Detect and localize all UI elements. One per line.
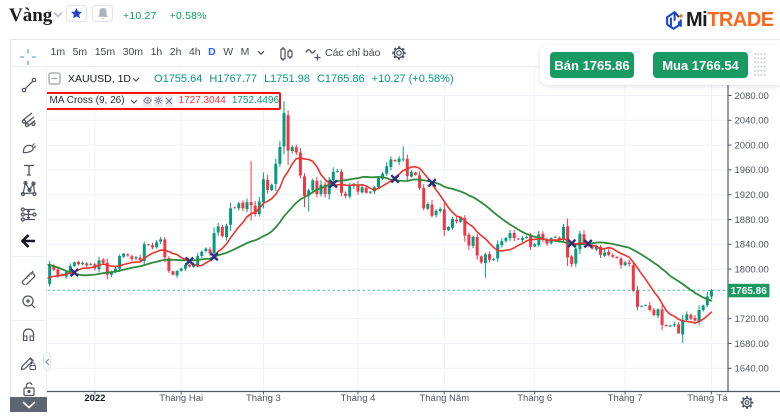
svg-text:1960.00: 1960.00	[735, 165, 769, 176]
svg-text:2040.00: 2040.00	[735, 116, 769, 127]
svg-text:2022: 2022	[84, 393, 105, 404]
svg-text:1680.00: 1680.00	[735, 339, 769, 350]
svg-text:1640.00: 1640.00	[735, 364, 769, 375]
svg-text:1920.00: 1920.00	[735, 190, 769, 201]
svg-text:1765.86: 1765.86	[731, 286, 768, 297]
svg-text:1840.00: 1840.00	[735, 240, 769, 251]
svg-text:Tháng Tám: Tháng Tám	[687, 393, 735, 404]
svg-text:Tháng 3: Tháng 3	[246, 393, 281, 404]
svg-text:Tháng 7: Tháng 7	[608, 393, 643, 404]
svg-text:2000.00: 2000.00	[735, 140, 769, 151]
svg-text:1720.00: 1720.00	[735, 314, 769, 325]
svg-text:Tháng 4: Tháng 4	[341, 393, 376, 404]
svg-text:Tháng 6: Tháng 6	[517, 393, 552, 404]
svg-text:Tháng Hai: Tháng Hai	[159, 393, 203, 404]
svg-text:Tháng Năm: Tháng Năm	[419, 393, 469, 404]
svg-text:1800.00: 1800.00	[735, 264, 769, 275]
svg-text:2080.00: 2080.00	[735, 91, 769, 102]
svg-text:1880.00: 1880.00	[735, 215, 769, 226]
